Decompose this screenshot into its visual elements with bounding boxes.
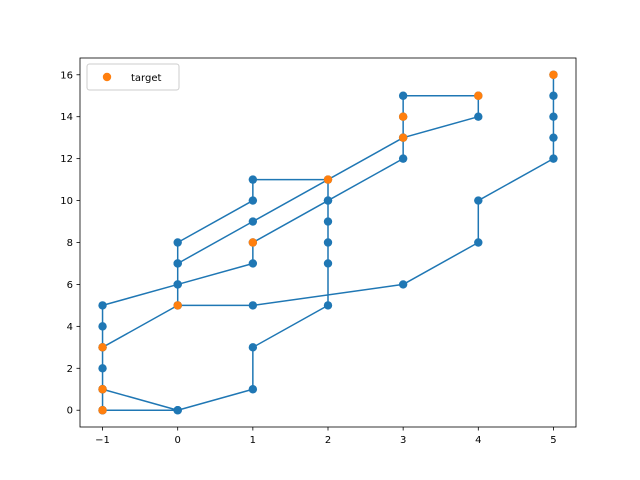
target-point xyxy=(398,112,408,121)
x-tick-label: 1 xyxy=(250,435,256,446)
path-point xyxy=(248,259,258,268)
y-tick-label: 12 xyxy=(60,154,73,165)
y-tick-label: 0 xyxy=(67,406,73,417)
path-point xyxy=(173,406,182,415)
x-tick-label: 4 xyxy=(475,435,481,446)
path-point xyxy=(98,322,107,331)
y-tick-label: 14 xyxy=(60,112,73,123)
y-tick-label: 4 xyxy=(67,322,73,333)
target-point xyxy=(549,70,558,79)
target-point xyxy=(323,175,333,184)
path-point xyxy=(323,196,333,205)
legend-box xyxy=(86,63,180,91)
target-point xyxy=(98,385,107,394)
path-point xyxy=(549,133,558,142)
legend-label: target xyxy=(131,73,161,84)
path-point xyxy=(173,259,182,268)
path-point xyxy=(474,196,483,205)
x-tick-label: 2 xyxy=(325,435,331,446)
path-point xyxy=(173,280,182,289)
path-point xyxy=(248,385,258,394)
path-point xyxy=(248,175,258,184)
path-point xyxy=(549,112,558,121)
target-point xyxy=(98,406,107,415)
path-point xyxy=(323,217,333,226)
x-tick-label: 5 xyxy=(550,435,556,446)
y-tick-label: 10 xyxy=(60,196,73,207)
path-point xyxy=(323,301,333,310)
x-tick-label: 0 xyxy=(175,435,181,446)
target-point xyxy=(248,238,258,247)
x-tick-label: 3 xyxy=(400,435,406,446)
target-point xyxy=(474,91,483,100)
path-point xyxy=(398,154,408,163)
path-point xyxy=(398,280,408,289)
path-point xyxy=(248,196,258,205)
path-point xyxy=(248,301,258,310)
path-point xyxy=(98,364,107,373)
path-line-2 xyxy=(101,388,179,411)
path-point xyxy=(398,91,408,100)
target-point xyxy=(398,133,408,142)
y-tick-label: 2 xyxy=(67,364,73,375)
target-point xyxy=(98,343,107,352)
y-tick-label: 8 xyxy=(67,238,73,249)
path-point xyxy=(323,259,333,268)
path-point xyxy=(248,343,258,352)
path-point xyxy=(474,112,483,121)
path-point xyxy=(323,238,333,247)
legend-marker xyxy=(102,72,112,82)
y-tick-label: 6 xyxy=(67,280,73,291)
path-point xyxy=(549,154,558,163)
target-point xyxy=(173,301,182,310)
path-point xyxy=(98,301,107,310)
x-tick-label: −1 xyxy=(95,435,110,446)
path-point xyxy=(248,217,258,226)
path-point xyxy=(173,238,182,247)
path-point xyxy=(549,91,558,100)
path-point xyxy=(474,238,483,247)
y-tick-label: 16 xyxy=(60,70,73,81)
